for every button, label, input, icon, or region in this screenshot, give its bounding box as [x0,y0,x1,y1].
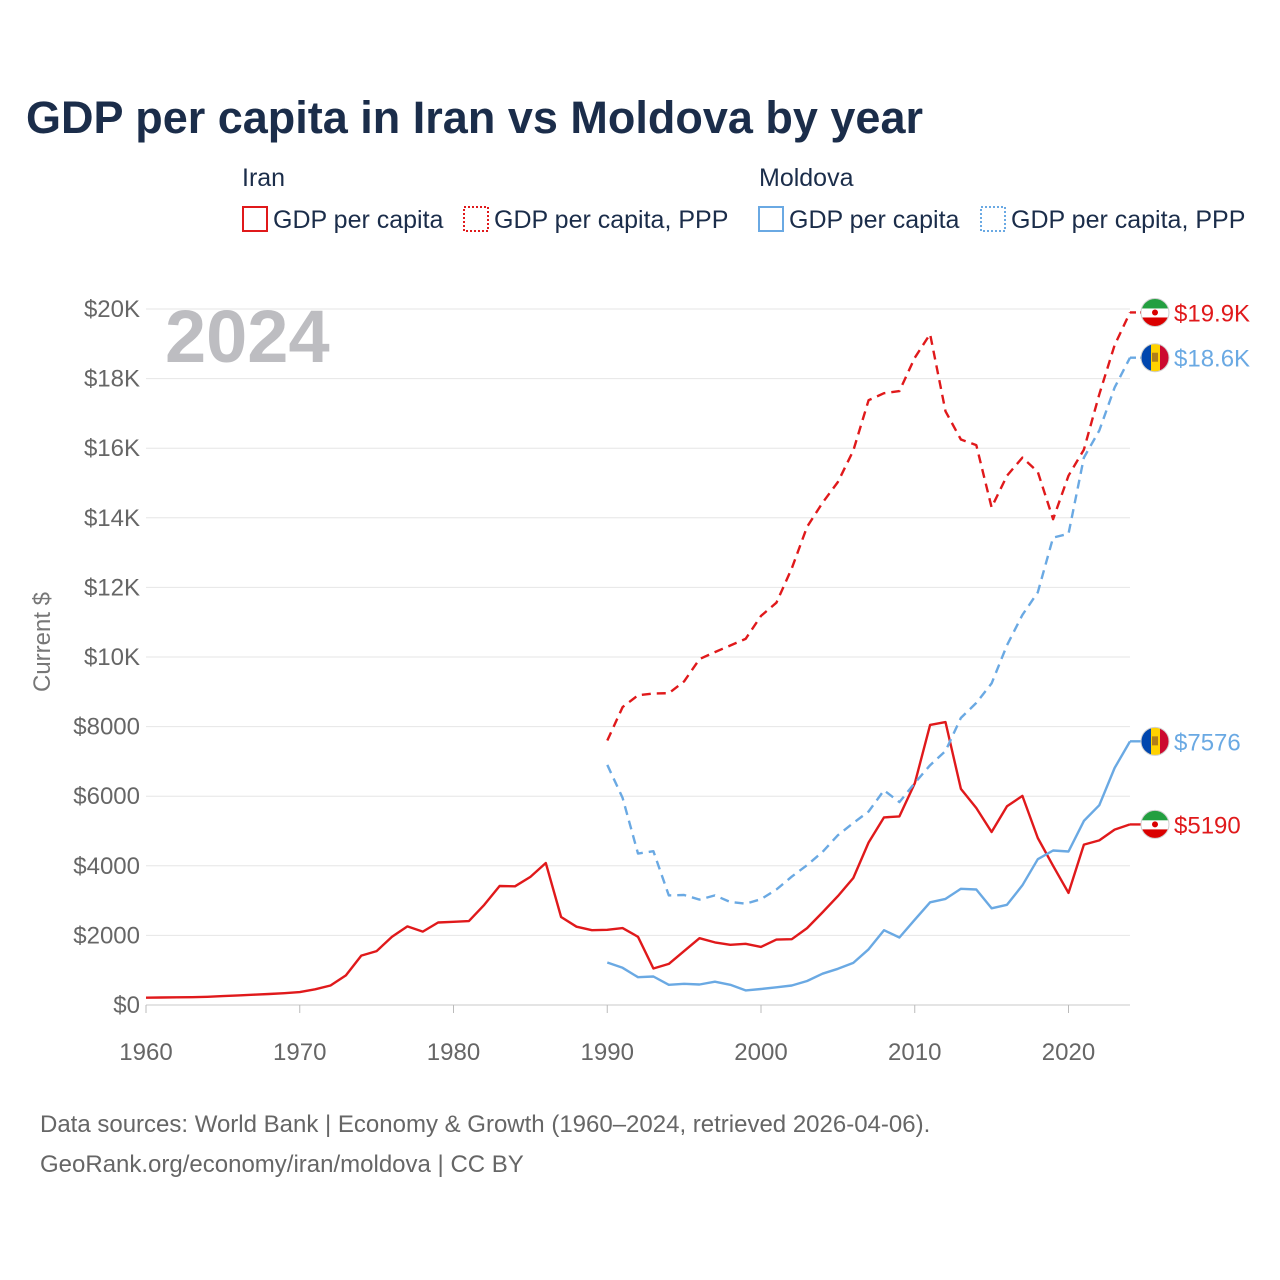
iran-flag-icon [1140,809,1170,839]
source-line-2: GeoRank.org/economy/iran/moldova | CC BY [40,1151,524,1178]
legend-swatch-iran-gdp [242,206,268,232]
x-tick-label: 1960 [119,1039,172,1066]
series-line-moldova-gdp-per-capita [606,740,1132,992]
legend-group-iran: Iran [242,164,285,192]
y-tick-label: $16K [84,435,140,462]
y-axis-label: Current $ [29,592,56,692]
y-tick-label: $20K [84,296,140,323]
y-tick-label: $6000 [73,783,140,810]
y-tick-label: $8000 [73,714,140,741]
x-tick-label: 1970 [273,1039,326,1066]
legend-label-moldova-gdp: GDP per capita [789,206,960,234]
legend-label-iran-ppp: GDP per capita, PPP [494,206,728,234]
y-tick-label: $10K [84,644,140,671]
y-tick-label: $0 [113,992,140,1019]
legend-swatch-moldova-ppp [980,206,1006,232]
gridlines [146,308,1130,1006]
series-line-iran-gdp-per-capita-ppp [606,311,1132,741]
x-axis-ticks: 1960 1970 1980 1990 2000 2010 2020 [119,1005,1095,1066]
legend-label-moldova-ppp: GDP per capita, PPP [1011,206,1245,234]
year-overlay: 2024 [165,295,330,378]
iran-flag-icon [1140,297,1170,327]
series-end-label: $19.9K [1174,300,1250,327]
end-markers: $5190 $19.9K $7576 $18.6K [1130,297,1250,839]
legend-label-iran-gdp: GDP per capita [273,206,444,234]
x-tick-label: 2020 [1042,1039,1095,1066]
legend-swatch-iran-ppp [463,206,489,232]
legend-swatch-moldova-gdp [758,206,784,232]
legend-group-moldova: Moldova [759,164,854,192]
moldova-flag-icon [1140,726,1170,756]
series-end-label: $5190 [1174,812,1241,839]
x-tick-label: 2010 [888,1039,941,1066]
y-tick-label: $4000 [73,853,140,880]
series-end-label: $18.6K [1174,346,1250,373]
x-tick-label: 2000 [734,1039,787,1066]
x-tick-label: 1990 [581,1039,634,1066]
chart-title: GDP per capita in Iran vs Moldova by yea… [26,92,923,143]
y-tick-label: $14K [84,505,140,532]
y-tick-label: $12K [84,574,140,601]
y-tick-label: $2000 [73,922,140,949]
series-line-moldova-gdp-per-capita-ppp [606,357,1132,905]
series-end-label: $7576 [1174,729,1241,756]
y-axis-ticks: $0 $2000 $4000 $6000 $8000 $10K $12K $14K $16K $1… [73,296,140,1019]
legend: Iran GDP per capita GDP per capita, PPP … [242,164,1245,234]
x-tick-label: 1980 [427,1039,480,1066]
series-layer [145,311,1132,999]
source-line-1: Data sources: World Bank | Economy & Gro… [40,1111,930,1138]
y-tick-label: $18K [84,366,140,393]
moldova-flag-icon [1140,343,1170,373]
series-line-iran-gdp-per-capita [145,720,1131,999]
